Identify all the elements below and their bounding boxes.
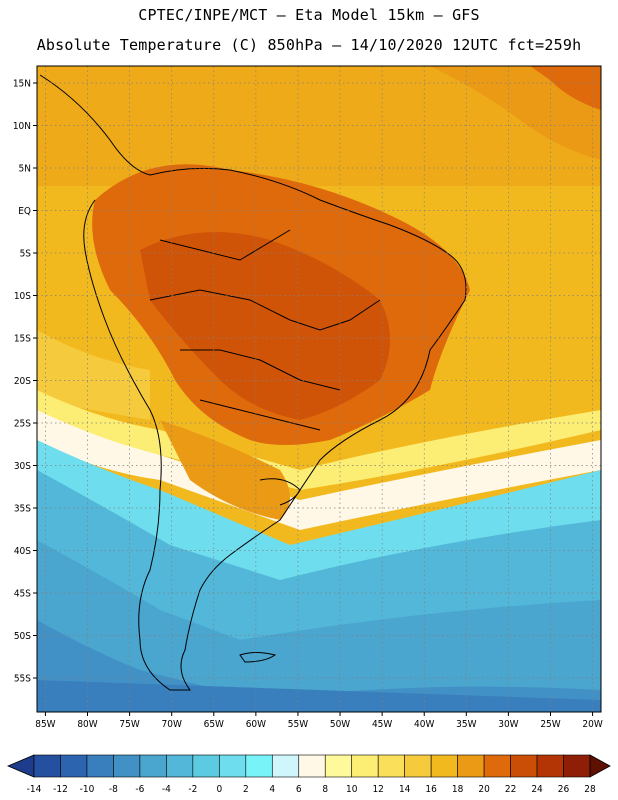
colorbar-swatch	[139, 754, 167, 778]
colorbar-label: 6	[296, 784, 302, 795]
colorbar-label: 24	[531, 784, 543, 795]
colorbar-swatch	[536, 754, 564, 778]
longitude-axis: 85W 80W 75W 70W 65W 60W 55W 50W 45W 40W 35W 30W 25W 2…	[35, 712, 603, 730]
lon-tick-label: 70W	[162, 719, 182, 730]
colorbar-swatch	[33, 754, 61, 778]
coastlines	[39, 74, 467, 691]
colorbar-label: -14	[27, 784, 42, 795]
lat-tick-label: 35S	[14, 504, 31, 515]
lat-tick-label: EQ	[18, 206, 31, 217]
colorbar-label: 2	[243, 784, 249, 795]
map-title-line2: Absolute Temperature (C) 850hPa – 14/10/…	[36, 36, 582, 54]
colorbar-label: 14	[399, 784, 411, 795]
colorbar-swatch	[324, 754, 353, 778]
lat-tick-label: 10S	[14, 291, 31, 302]
lon-tick-label: 85W	[35, 719, 55, 730]
lat-tick-label: 25S	[14, 419, 31, 430]
lon-tick-label: 45W	[372, 719, 392, 730]
lat-tick-label: 30S	[14, 461, 31, 472]
lat-tick-label: 15N	[13, 79, 31, 90]
colorbar-swatch	[510, 754, 538, 778]
colorbar-swatch	[60, 754, 88, 778]
colorbar-label: 16	[425, 784, 437, 795]
colorbar-arrow-low	[6, 754, 35, 778]
lon-tick-label: 65W	[204, 719, 224, 730]
temperature-field	[37, 66, 601, 712]
colorbar-label: -6	[135, 784, 144, 795]
lon-tick-label: 55W	[288, 719, 308, 730]
colorbar-swatch	[192, 754, 220, 778]
lon-tick-label: 50W	[330, 719, 350, 730]
map-frame	[36, 65, 602, 713]
lat-tick-label: 55S	[14, 674, 31, 685]
colorbar-swatch	[245, 754, 273, 778]
colorbar-swatch	[483, 754, 511, 778]
map-title-line1: CPTEC/INPE/MCT – Eta Model 15km – GFS	[138, 6, 480, 24]
colorbar-arrow-high	[589, 754, 611, 778]
colorbar-label: 18	[452, 784, 464, 795]
colorbar-label: 28	[584, 784, 596, 795]
colorbar-label: 20	[478, 784, 490, 795]
colorbar-label: 22	[505, 784, 516, 795]
colorbar-label: -12	[53, 784, 68, 795]
lon-tick-label: 35W	[456, 719, 476, 730]
lon-tick-label: 60W	[246, 719, 266, 730]
latitude-axis: 15N 10N 5N EQ 5S 10S 15S 20S 25S 30S 35S 40S 45S 50S 5…	[13, 79, 37, 685]
lat-tick-label: 5N	[19, 164, 31, 175]
colorbar-swatch	[113, 754, 141, 778]
colorbar-swatch	[166, 754, 194, 778]
lon-tick-label: 80W	[77, 719, 97, 730]
lon-tick-label: 40W	[414, 719, 434, 730]
colorbar-swatch	[271, 754, 300, 778]
colorbar-label: 8	[322, 784, 328, 795]
colorbar: -14 -12 -10 -8 -6 -4 -2 0 2 4 6 8 10 12 14 16 18 20 22 24 26…	[6, 754, 611, 795]
lon-tick-label: 20W	[582, 719, 602, 730]
lat-tick-label: 5S	[20, 249, 32, 260]
lat-tick-label: 45S	[14, 589, 31, 600]
colorbar-swatch	[457, 754, 485, 778]
colorbar-label: 10	[346, 784, 358, 795]
colorbar-swatch	[86, 754, 114, 778]
colorbar-swatch	[298, 754, 326, 778]
lat-tick-label: 50S	[14, 631, 31, 642]
lat-tick-label: 40S	[14, 546, 31, 557]
colorbar-label: 26	[558, 784, 570, 795]
colorbar-label: -2	[188, 784, 197, 795]
lon-tick-label: 75W	[119, 719, 139, 730]
lat-tick-label: 20S	[14, 376, 31, 387]
colorbar-swatch	[404, 754, 432, 778]
colorbar-swatch	[351, 754, 379, 778]
colorbar-label: -8	[109, 784, 118, 795]
lat-tick-label: 15S	[14, 334, 31, 345]
colorbar-label: 0	[216, 784, 222, 795]
colorbar-swatch	[219, 754, 247, 778]
lon-tick-label: 25W	[540, 719, 560, 730]
colorbar-swatch	[430, 754, 458, 778]
colorbar-label: 12	[372, 784, 383, 795]
colorbar-label: 4	[269, 784, 275, 795]
colorbar-swatch	[563, 754, 591, 778]
lat-tick-label: 10N	[13, 121, 31, 132]
lon-tick-label: 30W	[498, 719, 518, 730]
colorbar-label: -4	[162, 784, 171, 795]
colorbar-swatch	[377, 754, 405, 778]
colorbar-label: -10	[80, 784, 95, 795]
